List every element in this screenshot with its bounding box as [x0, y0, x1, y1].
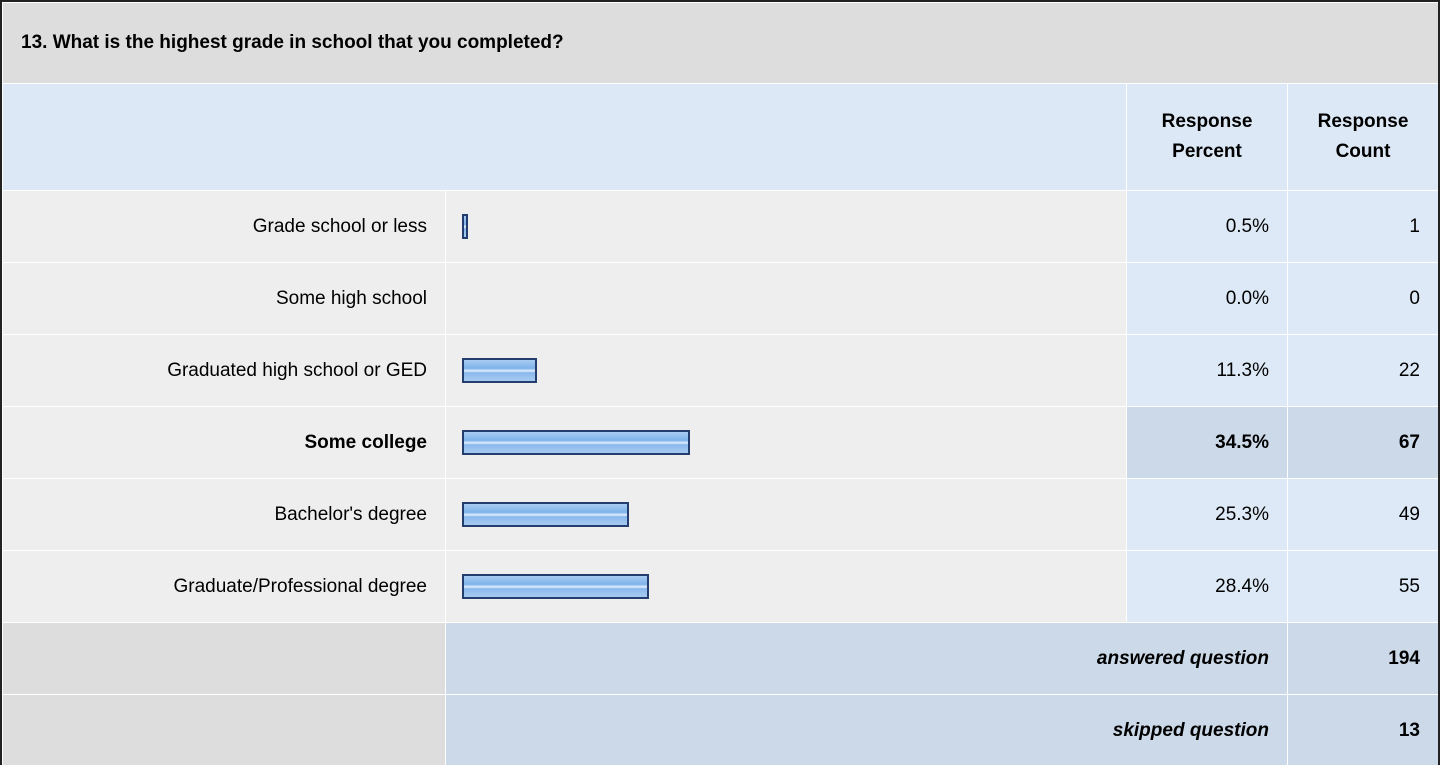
response-row: Graduate/Professional degree 28.4% 55 — [2, 550, 1438, 623]
percent-value: 25.3% — [1126, 478, 1288, 551]
percent-bar — [462, 358, 537, 383]
bar-cell — [445, 478, 1127, 551]
header-percent: Response Percent — [1126, 83, 1288, 191]
summary-label: answered question — [445, 622, 1288, 695]
answer-label: Some high school — [2, 262, 446, 335]
response-row: Bachelor's degree 25.3% 49 — [2, 478, 1438, 551]
summary-blank — [2, 622, 446, 695]
percent-value: 0.5% — [1126, 190, 1288, 263]
count-value: 49 — [1287, 478, 1438, 551]
percent-value: 0.0% — [1126, 262, 1288, 335]
answer-label: Grade school or less — [2, 190, 446, 263]
summary-row: answered question 194 — [2, 622, 1438, 695]
percent-bar — [462, 214, 468, 239]
percent-value: 28.4% — [1126, 550, 1288, 623]
percent-bar — [462, 502, 629, 527]
header-blank — [2, 83, 1127, 191]
header-count: Response Count — [1287, 83, 1438, 191]
bar-cell — [445, 262, 1127, 335]
answer-label: Bachelor's degree — [2, 478, 446, 551]
question-title: 13. What is the highest grade in school … — [2, 2, 1438, 84]
summary-row: skipped question 13 — [2, 694, 1438, 765]
count-value: 55 — [1287, 550, 1438, 623]
count-value: 67 — [1287, 406, 1438, 479]
percent-value: 11.3% — [1126, 334, 1288, 407]
summary-label: skipped question — [445, 694, 1288, 765]
count-value: 1 — [1287, 190, 1438, 263]
bar-cell — [445, 334, 1127, 407]
bar-cell — [445, 550, 1127, 623]
count-value: 22 — [1287, 334, 1438, 407]
response-row: Some high school 0.0% 0 — [2, 262, 1438, 335]
bar-cell — [445, 190, 1127, 263]
summary-count: 13 — [1287, 694, 1438, 765]
percent-bar — [462, 430, 690, 455]
response-row: Graduated high school or GED 11.3% 22 — [2, 334, 1438, 407]
summary-blank — [2, 694, 446, 765]
bar-cell — [445, 406, 1127, 479]
answer-label: Graduate/Professional degree — [2, 550, 446, 623]
percent-bar — [462, 574, 650, 599]
answer-label: Some college — [2, 406, 446, 479]
summary-count: 194 — [1287, 622, 1438, 695]
percent-value: 34.5% — [1126, 406, 1288, 479]
answer-label: Graduated high school or GED — [2, 334, 446, 407]
count-value: 0 — [1287, 262, 1438, 335]
response-row: Grade school or less 0.5% 1 — [2, 190, 1438, 263]
response-row: Some college 34.5% 67 — [2, 406, 1438, 479]
